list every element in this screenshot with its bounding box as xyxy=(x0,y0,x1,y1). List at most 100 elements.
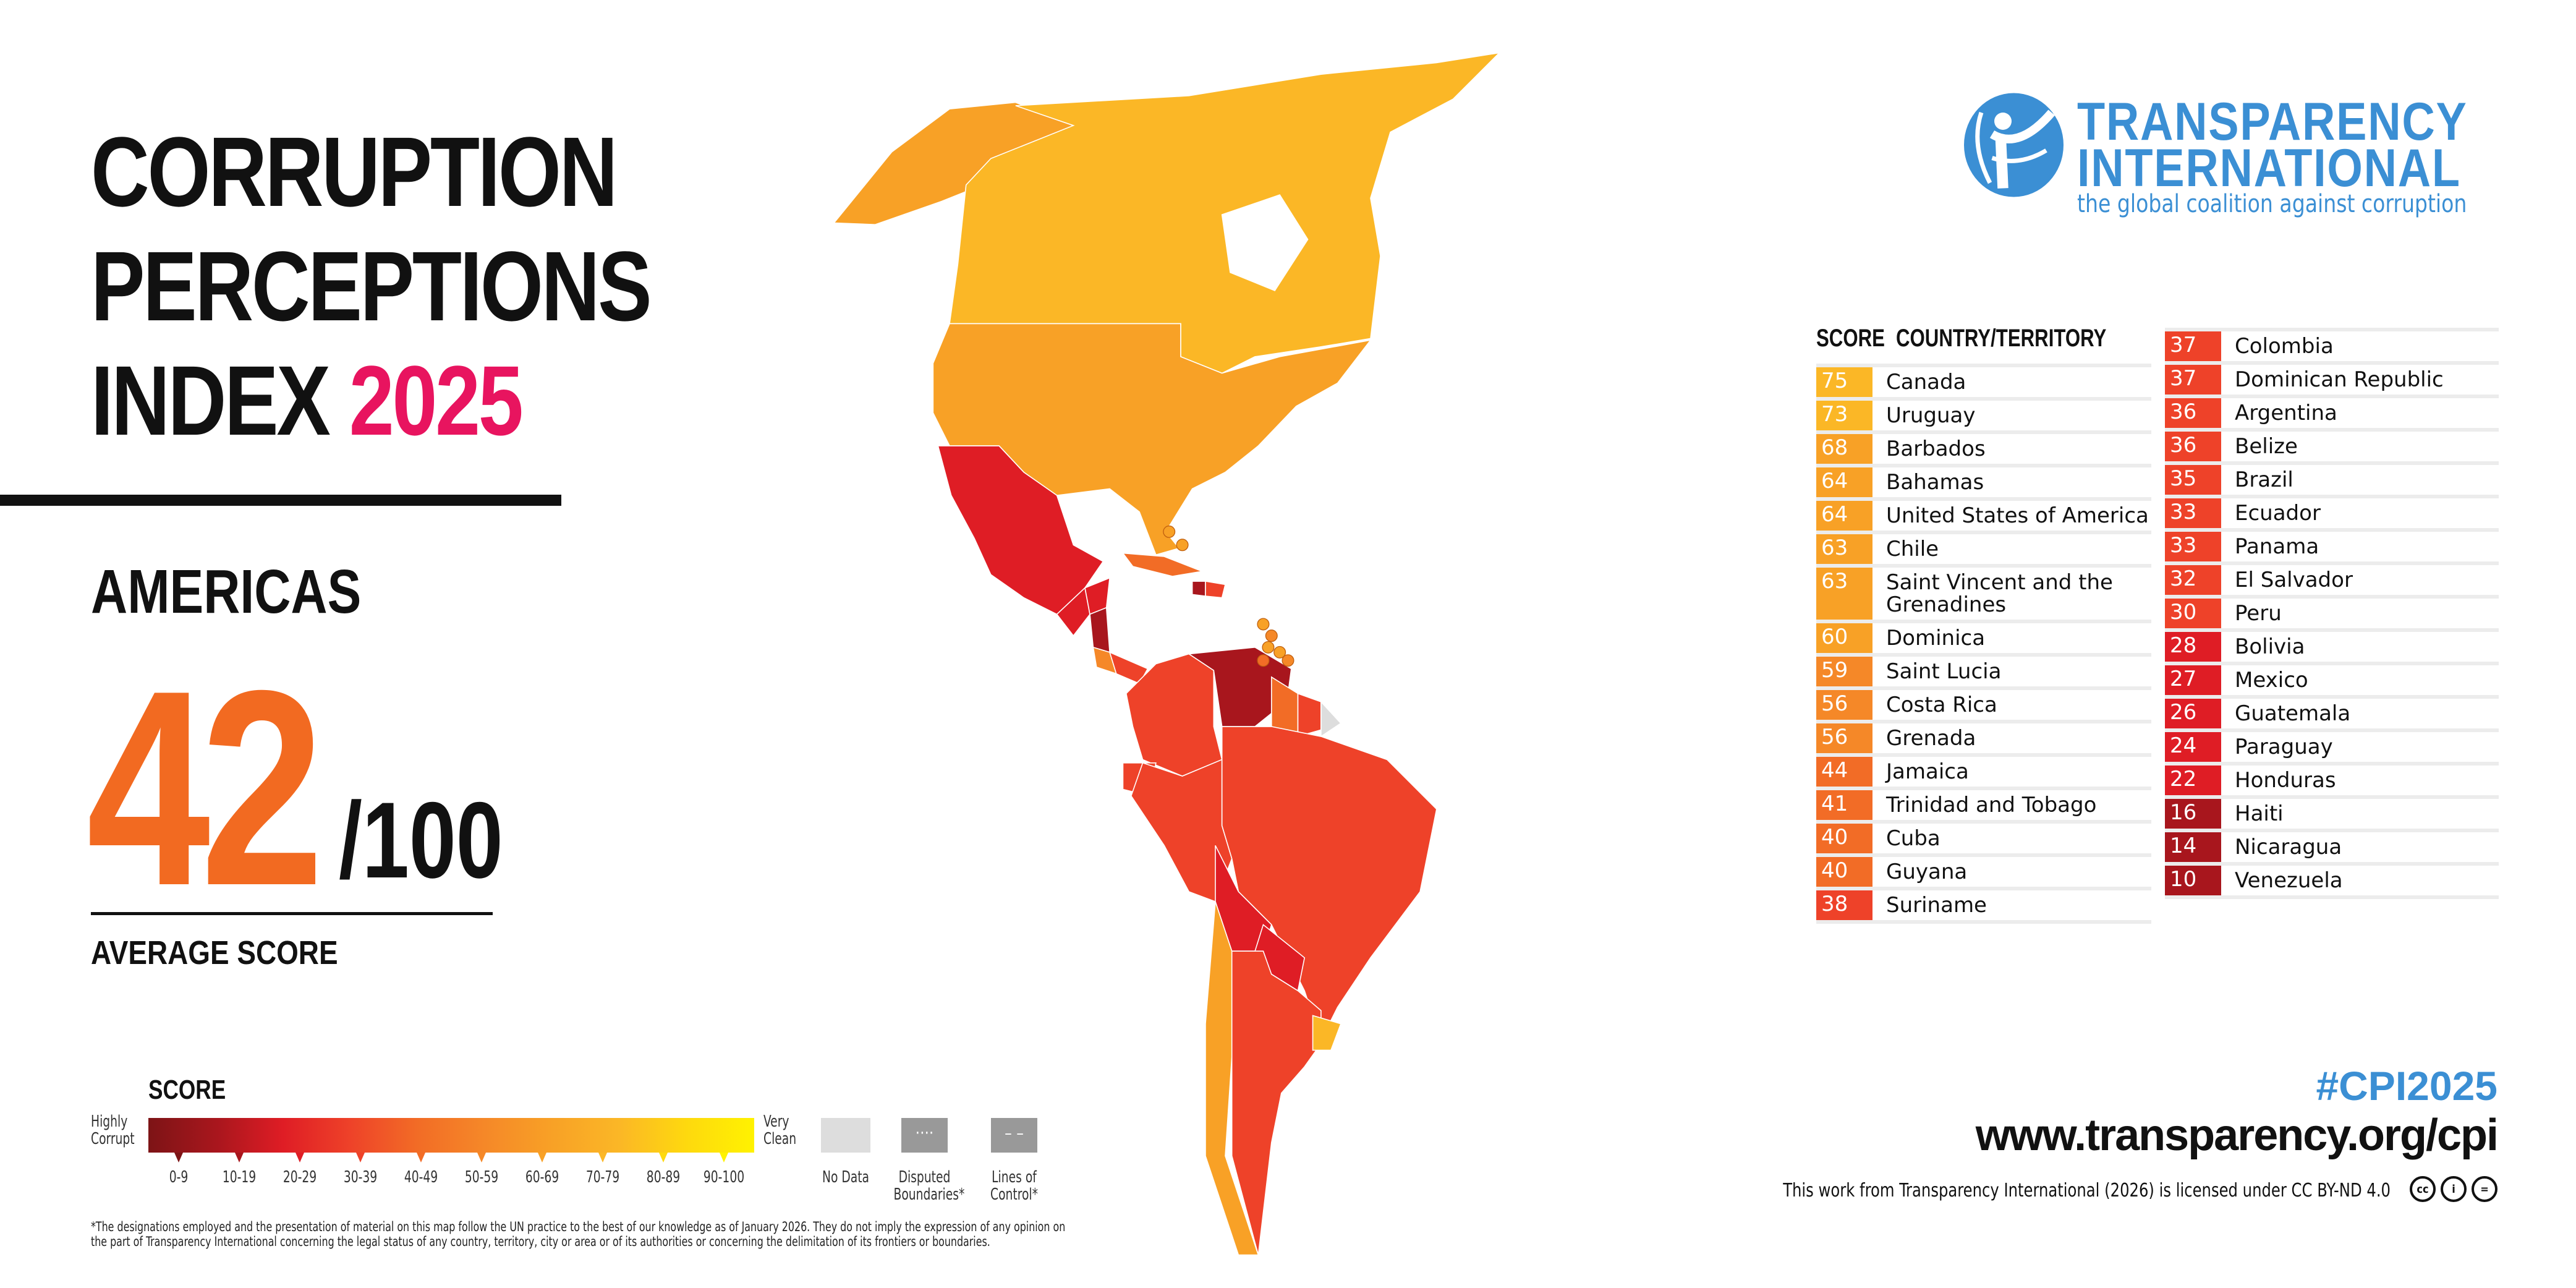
score-cell: 37 xyxy=(2165,331,2221,361)
score-cell: 16 xyxy=(2165,799,2221,829)
table-row: 60 Dominica xyxy=(1816,623,2151,657)
country-cell: Dominica xyxy=(1886,626,1986,650)
header-country: COUNTRY/TERRITORY xyxy=(1895,325,2107,352)
average-out-of: /100 xyxy=(339,780,503,901)
country-cell: Costa Rica xyxy=(1886,693,1997,717)
legend-tick-label: 10-19 xyxy=(222,1168,257,1187)
table-row: 40 Guyana xyxy=(1816,857,2151,890)
legend-tick-marker xyxy=(417,1153,425,1162)
lines-of-control-swatch: – – xyxy=(991,1118,1037,1153)
legend-gradient xyxy=(148,1118,754,1153)
country-argentina xyxy=(1231,950,1322,1255)
country-nicaragua xyxy=(1089,607,1110,653)
table-row: 16 Haiti xyxy=(2165,799,2499,832)
score-cell: 64 xyxy=(1816,467,1872,497)
page-title: CORRUPTION PERCEPTIONS INDEX 2025 xyxy=(91,114,652,458)
score-cell: 36 xyxy=(2165,398,2221,428)
score-cell: 63 xyxy=(1816,568,1872,620)
table-row: 59 Saint Lucia xyxy=(1816,657,2151,690)
country-cell: Belize xyxy=(2235,434,2298,459)
island-marker xyxy=(1176,539,1189,552)
hashtag: #CPI2025 xyxy=(2316,1063,2497,1109)
legend-tick-label: 20-29 xyxy=(283,1168,317,1187)
table-row: 10 Venezuela xyxy=(2165,866,2499,899)
country-cell: Jamaica xyxy=(1886,759,1969,784)
legend-tick-marker xyxy=(720,1153,728,1162)
title-line-3: INDEX 2025 xyxy=(91,343,650,458)
title-index: INDEX xyxy=(91,345,331,456)
table-row: 63 Chile xyxy=(1816,534,2151,568)
table-row: 63 Saint Vincent and the Grenadines xyxy=(1816,568,2151,623)
disputed-boundaries-label: Disputed Boundaries* xyxy=(893,1168,965,1204)
island-marker xyxy=(1273,646,1286,659)
country-cell: Bolivia xyxy=(2235,634,2305,659)
legend-tick-marker xyxy=(477,1153,486,1162)
legend-tick-label: 60-69 xyxy=(525,1168,559,1187)
country-cell: Saint Lucia xyxy=(1886,659,2002,684)
table-row: 75 Canada xyxy=(1816,367,2151,401)
score-cell: 28 xyxy=(2165,632,2221,662)
score-cell: 59 xyxy=(1816,657,1872,686)
table-row: 56 Costa Rica xyxy=(1816,690,2151,723)
table-row: 37 Dominican Republic xyxy=(2165,365,2499,398)
table-row: 26 Guatemala xyxy=(2165,699,2499,732)
country-cell: Paraguay xyxy=(2235,735,2333,759)
score-cell: 68 xyxy=(1816,434,1872,464)
table-row: 64 United States of America xyxy=(1816,501,2151,534)
score-cell: 41 xyxy=(1816,790,1872,820)
country-cell: United States of America xyxy=(1886,503,2149,528)
table-row: 68 Barbados xyxy=(1816,434,2151,467)
cc-icon: cc xyxy=(2410,1176,2436,1202)
legend-tick-label: 90-100 xyxy=(703,1168,745,1187)
license-text: This work from Transparency Internationa… xyxy=(1783,1180,2391,1201)
score-cell: 40 xyxy=(1816,857,1872,887)
score-cell: 30 xyxy=(2165,599,2221,628)
table-header: SCORE COUNTRY/TERRITORY xyxy=(1816,325,2106,352)
legend-tick-marker xyxy=(295,1153,304,1162)
country-cell: Ecuador xyxy=(2235,501,2321,526)
score-table-left: 75 Canada 73 Uruguay 68 Barbados 64 Bahamas 64 Un… xyxy=(1816,364,2151,924)
score-cell: 35 xyxy=(2165,465,2221,495)
score-cell: 24 xyxy=(2165,732,2221,762)
score-cell: 36 xyxy=(2165,432,2221,461)
score-cell: 56 xyxy=(1816,690,1872,720)
country-cell: Panama xyxy=(2235,534,2319,559)
island-marker xyxy=(1257,654,1270,667)
score-cell: 40 xyxy=(1816,824,1872,853)
score-cell: 14 xyxy=(2165,832,2221,862)
country-cell: Brazil xyxy=(2235,467,2293,492)
logo-tagline: the global coalition against corruption xyxy=(2077,190,2467,218)
score-cell: 64 xyxy=(1816,501,1872,531)
table-row: 30 Peru xyxy=(2165,599,2499,632)
score-cell: 75 xyxy=(1816,367,1872,397)
legend-tick-marker xyxy=(659,1153,668,1162)
score-cell: 38 xyxy=(1816,890,1872,920)
lines-of-control-label: Lines of Control* xyxy=(990,1168,1038,1204)
average-score: 42 xyxy=(87,633,324,944)
legend-tick-label: 0-9 xyxy=(169,1168,189,1187)
country-cell: El Salvador xyxy=(2235,568,2353,592)
country-cell: Mexico xyxy=(2235,668,2308,693)
country-cell: Honduras xyxy=(2235,768,2336,793)
logo-line-1: TRANSPARENCY xyxy=(2077,92,2468,151)
score-cell: 63 xyxy=(1816,534,1872,564)
table-row: 28 Bolivia xyxy=(2165,632,2499,665)
legend-tick-label: 30-39 xyxy=(343,1168,378,1187)
legend-tick-label: 50-59 xyxy=(464,1168,499,1187)
header-score: SCORE xyxy=(1816,325,1885,352)
logo-line-2: INTERNATIONAL xyxy=(2077,139,2461,198)
table-row: 36 Argentina xyxy=(2165,398,2499,432)
table-row: 56 Grenada xyxy=(1816,723,2151,757)
legend-title: SCORE xyxy=(148,1075,226,1105)
no-derivatives-icon: = xyxy=(2472,1176,2497,1202)
legend-tick-label: 80-89 xyxy=(646,1168,681,1187)
footnote: *The designations employed and the prese… xyxy=(91,1219,1066,1249)
country-cell: Canada xyxy=(1886,370,1966,395)
country-cell: Colombia xyxy=(2235,334,2334,359)
title-line-2: PERCEPTIONS xyxy=(91,231,652,341)
table-row: 33 Ecuador xyxy=(2165,498,2499,532)
country-cell: Uruguay xyxy=(1886,403,1976,428)
country-cell: Nicaragua xyxy=(2235,835,2342,859)
website-link[interactable]: www.transparency.org/cpi xyxy=(1975,1111,2499,1160)
island-marker xyxy=(1265,629,1278,642)
